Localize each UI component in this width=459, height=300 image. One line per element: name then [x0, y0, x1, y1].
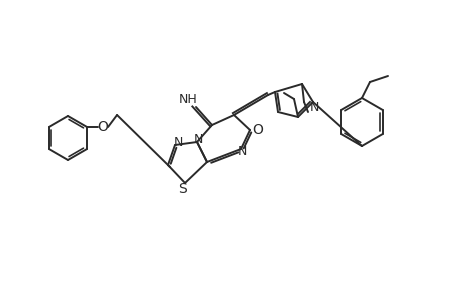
Text: N: N: [193, 133, 202, 146]
Text: S: S: [178, 182, 187, 196]
Text: O: O: [252, 123, 263, 137]
Text: NH: NH: [178, 92, 197, 106]
Text: O: O: [97, 120, 108, 134]
Text: N: N: [173, 136, 182, 148]
Text: N: N: [237, 145, 246, 158]
Text: N: N: [308, 100, 318, 113]
